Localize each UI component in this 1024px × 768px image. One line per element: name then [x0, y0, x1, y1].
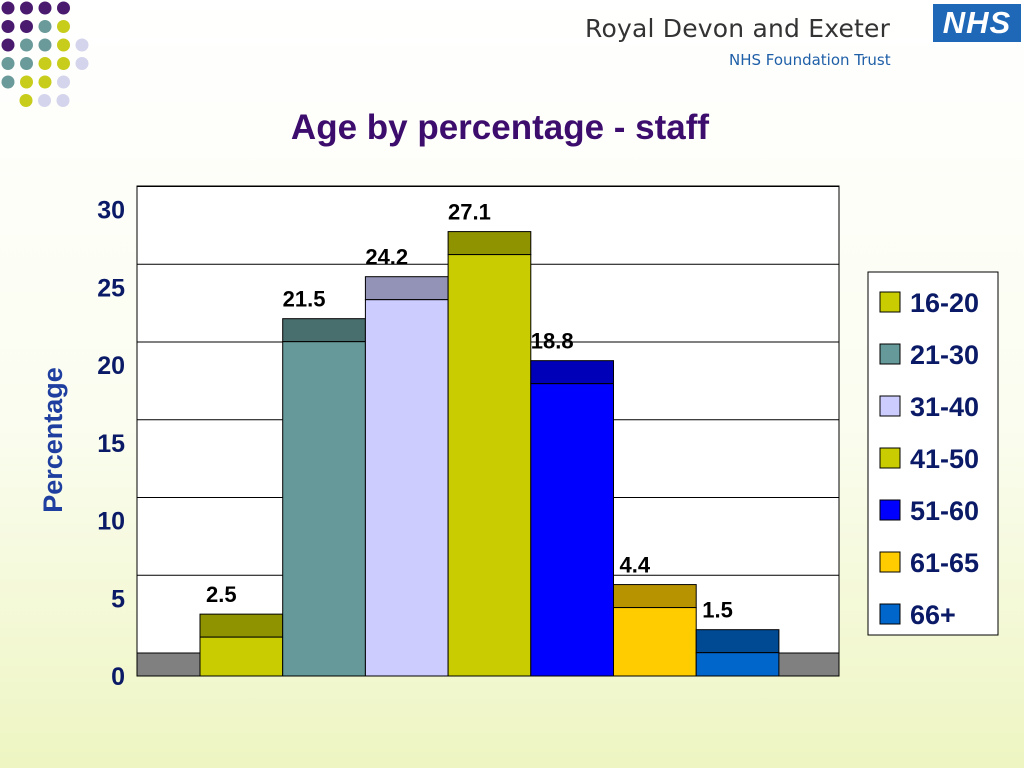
decorative-dot [20, 75, 33, 89]
bar-31-40 [364, 299, 449, 677]
legend-swatch [879, 291, 901, 313]
decorative-dot [57, 38, 70, 52]
legend-swatch [879, 603, 901, 625]
bar-top-face [447, 231, 532, 256]
decorative-dot [38, 57, 52, 70]
decorative-dot [19, 94, 33, 107]
bar-top-face [613, 584, 697, 609]
bar-16-20 [199, 636, 284, 677]
decorative-dot-pattern [1, 1, 89, 107]
org-name: Royal Devon and Exeter [585, 14, 891, 43]
legend-label: 21-30 [910, 340, 979, 370]
decorative-dot [57, 20, 70, 33]
bar-66+ [695, 652, 780, 677]
data-label: 18.8 [531, 329, 574, 354]
decorative-dot [1, 20, 15, 33]
y-tick-label: 20 [97, 352, 125, 380]
bar-51-60 [530, 383, 614, 677]
decorative-dot [57, 75, 70, 89]
decorative-dot [20, 57, 33, 70]
decorative-dot [38, 94, 51, 107]
decorative-dot [20, 20, 33, 33]
data-label: 27.1 [448, 200, 491, 225]
bar-21-30 [282, 341, 366, 677]
decorative-dot [20, 38, 33, 52]
bar-61-65 [613, 607, 697, 677]
bar-top-face [695, 629, 780, 654]
legend-label: 31-40 [910, 392, 979, 422]
decorative-dot [38, 20, 52, 33]
data-label: 2.5 [206, 582, 237, 607]
legend-label: 16-20 [910, 288, 979, 318]
chart-title: Age by percentage - staff [290, 108, 710, 147]
decorative-dot [20, 1, 33, 15]
decorative-dot [1, 1, 15, 15]
org-subtitle: NHS Foundation Trust [729, 51, 891, 69]
y-tick-label: 25 [97, 274, 125, 302]
legend-swatch [879, 499, 901, 521]
decorative-dot [38, 75, 52, 89]
data-label: 24.2 [365, 245, 408, 270]
decorative-dot [38, 1, 52, 15]
decorative-dot [75, 38, 89, 52]
legend-swatch [879, 395, 901, 417]
bar-top-face [282, 318, 366, 343]
y-tick-label: 10 [97, 508, 125, 536]
decorative-dot [57, 57, 70, 70]
legend-label: 51-60 [910, 496, 979, 526]
legend-swatch [879, 343, 901, 365]
decorative-dot [1, 75, 15, 89]
y-tick-label: 5 [111, 585, 125, 613]
y-tick-label: 15 [97, 430, 125, 458]
decorative-dot [57, 1, 70, 15]
legend-label: 66+ [910, 600, 956, 630]
bar-41-50 [447, 254, 532, 677]
bar-top-face [530, 360, 614, 385]
decorative-dot [56, 94, 70, 107]
data-label: 4.4 [620, 553, 651, 578]
legend-swatch [879, 447, 901, 469]
legend-label: 41-50 [910, 444, 979, 474]
y-axis-label: Percentage [38, 367, 68, 513]
legend-swatch [879, 551, 901, 573]
legend-label: 61-65 [910, 548, 979, 578]
y-tick-label: 30 [97, 197, 125, 225]
decorative-dot [75, 57, 89, 70]
bar-top-face [199, 613, 284, 638]
decorative-dot [1, 57, 15, 70]
data-label: 1.5 [702, 598, 733, 623]
data-label: 21.5 [283, 287, 326, 312]
bar-top-face [364, 276, 449, 301]
decorative-dot [38, 38, 52, 52]
decorative-dot [1, 38, 15, 52]
nhs-logo: NHS [933, 4, 1021, 42]
y-tick-label: 0 [111, 663, 125, 691]
